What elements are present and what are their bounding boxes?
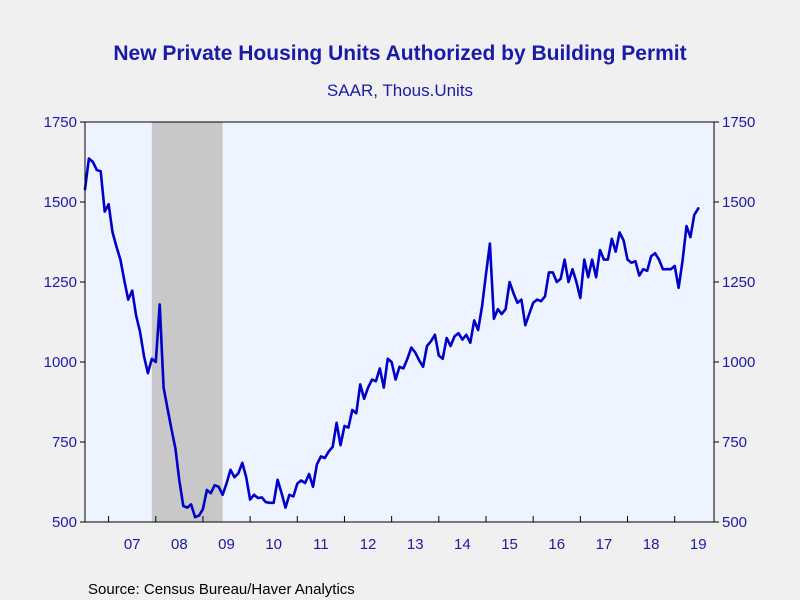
x-tick-label: 14 <box>454 536 471 553</box>
y-tick-label-left: 1750 <box>44 114 77 131</box>
source-note: Source: Census Bureau/Haver Analytics <box>88 581 355 598</box>
y-tick-label-right: 1500 <box>722 194 755 211</box>
y-tick-label-right: 1750 <box>722 114 755 131</box>
chart-subtitle: SAAR, Thous.Units <box>327 81 473 100</box>
x-tick-label: 11 <box>313 536 329 553</box>
plot-frame <box>84 121 715 523</box>
x-tick-label: 10 <box>265 536 282 553</box>
x-tick-label: 17 <box>596 536 613 553</box>
y-tick-label-left: 500 <box>52 514 77 531</box>
y-axis-right: 500 750 1000 1250 1500 1750 <box>714 114 755 531</box>
x-tick-label: 15 <box>501 536 518 553</box>
y-tick-label-right: 1250 <box>722 274 755 291</box>
y-tick-label-left: 1500 <box>44 194 77 211</box>
y-tick-label-left: 1250 <box>44 274 77 291</box>
x-tick-label: 09 <box>218 536 235 553</box>
x-tick-label: 07 <box>124 536 141 553</box>
x-tick-label: 19 <box>690 536 707 553</box>
x-tick-label: 18 <box>643 536 660 553</box>
x-tick-label: 13 <box>407 536 424 553</box>
y-tick-label-right: 500 <box>722 514 747 531</box>
y-axis-left: 500 750 1000 1250 1500 1750 <box>44 114 85 531</box>
x-tick-label: 08 <box>171 536 188 553</box>
y-tick-label-right: 1000 <box>722 354 755 371</box>
x-tick-label: 16 <box>548 536 565 553</box>
x-axis: 07 08 09 10 11 12 13 14 15 16 17 18 19 <box>108 516 707 553</box>
chart-title: New Private Housing Units Authorized by … <box>113 42 686 65</box>
y-tick-label-left: 750 <box>52 434 77 451</box>
recession-shading <box>151 122 223 522</box>
series-line-0 <box>83 157 700 519</box>
y-tick-label-right: 750 <box>722 434 747 451</box>
plot-area <box>83 121 715 523</box>
y-tick-label-left: 1000 <box>44 354 77 371</box>
x-tick-label: 12 <box>360 536 377 553</box>
